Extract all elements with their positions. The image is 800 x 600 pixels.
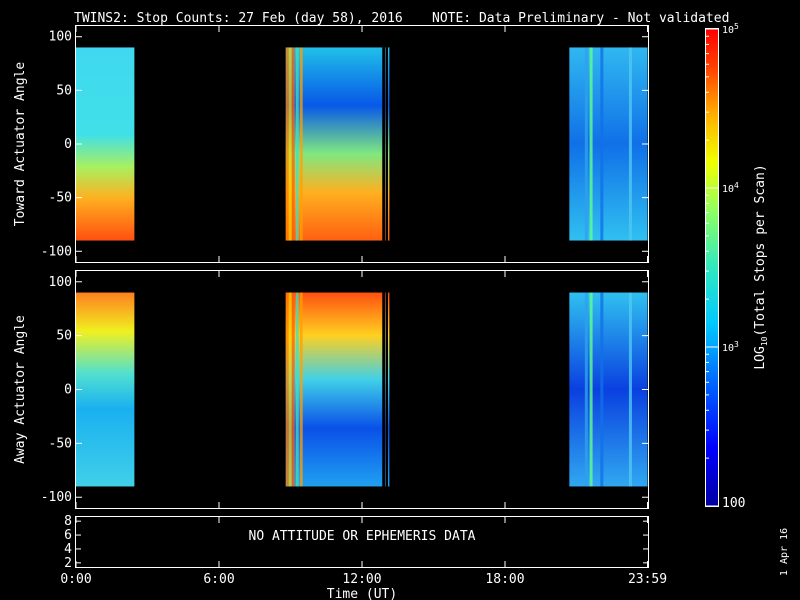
toward-streak (288, 47, 292, 241)
chart-note: NOTE: Data Preliminary - Not validated (432, 11, 729, 26)
x-axis-label: Time (UT) (327, 587, 397, 600)
away-data-gap (385, 292, 388, 487)
away-streak (589, 292, 593, 487)
away-streak (295, 292, 299, 487)
toward-y-axis-label: Toward Actuator Angle (13, 62, 28, 227)
away-streak (291, 292, 295, 487)
x-tick-label: 0:00 (60, 572, 91, 587)
away-data-gap (382, 292, 386, 487)
ephemeris-message: NO ATTITUDE OR EPHEMERIS DATA (249, 529, 476, 544)
toward-y-tick-label: -100 (41, 244, 72, 259)
colorbar-ticks: 103 104 105 (706, 22, 739, 507)
away-y-axis-label: Away Actuator Angle (13, 315, 28, 464)
chart-title: TWINS2: Stop Counts: 27 Feb (day 58), 20… (74, 11, 403, 26)
colorbar-label: LOG10(Total Stops per Scan) (753, 164, 769, 369)
toward-data-block (569, 47, 648, 241)
toward-data-gap (385, 47, 388, 241)
x-tick-label: 6:00 (203, 572, 234, 587)
away-data-block (285, 292, 391, 487)
toward-streak (285, 47, 289, 241)
x-tick-label: 23:59 (628, 572, 667, 587)
x-tick-label: 18:00 (485, 572, 524, 587)
ephemeris-y-tick-label: 2 (64, 556, 72, 571)
toward-streak (584, 47, 588, 241)
colorbar-tick-label: 105 (722, 22, 739, 36)
ephemeris-y-tick-label: 8 (64, 514, 72, 529)
away-streak (628, 292, 632, 487)
toward-y-tick-label: 100 (49, 30, 72, 45)
toward-streak (628, 47, 632, 241)
toward-streak (299, 47, 303, 241)
away-streak (299, 292, 303, 487)
ephemeris-y-tick-label: 6 (64, 528, 72, 543)
away-streak (285, 292, 289, 487)
away-streak (288, 292, 292, 487)
toward-data-gap (389, 47, 392, 241)
toward-y-tick-label: -50 (49, 191, 72, 206)
date-stamp: 1 Apr 16 (779, 528, 790, 576)
toward-panel-frame (75, 25, 649, 263)
away-y-tick-label: 50 (56, 329, 72, 344)
x-tick-label: 12:00 (342, 572, 381, 587)
away-y-tick-label: -100 (41, 490, 72, 505)
toward-data-gap (382, 47, 386, 241)
toward-streak (295, 47, 299, 241)
ephemeris-y-tick-label: 4 (64, 542, 72, 557)
away-y-tick-label: -50 (49, 436, 72, 451)
colorbar-tick-label: 103 (722, 340, 739, 354)
away-streak (600, 292, 604, 487)
away-y-tick-label: 100 (49, 275, 72, 290)
away-data-gap (389, 292, 392, 487)
toward-streak (600, 47, 604, 241)
toward-streak (291, 47, 295, 241)
away-panel-frame (75, 270, 649, 509)
ephemeris-panel-frame (75, 516, 649, 568)
away-data-block (76, 292, 135, 487)
toward-y-tick-label: 0 (64, 137, 72, 152)
colorbar-gradient (706, 29, 718, 506)
toward-data-block (285, 47, 391, 241)
colorbar-tick-label: 104 (722, 181, 739, 195)
away-data-block (569, 292, 648, 487)
toward-streak (589, 47, 593, 241)
away-y-tick-label: 0 (64, 383, 72, 398)
panels: 100 50 0 -50 -100 Toward Actuator Angle 100 50 0… (13, 25, 667, 587)
toward-data-block (76, 47, 135, 241)
away-streak (584, 292, 588, 487)
toward-y-tick-label: 50 (56, 83, 72, 98)
colorbar-min-label: 100 (722, 496, 745, 511)
